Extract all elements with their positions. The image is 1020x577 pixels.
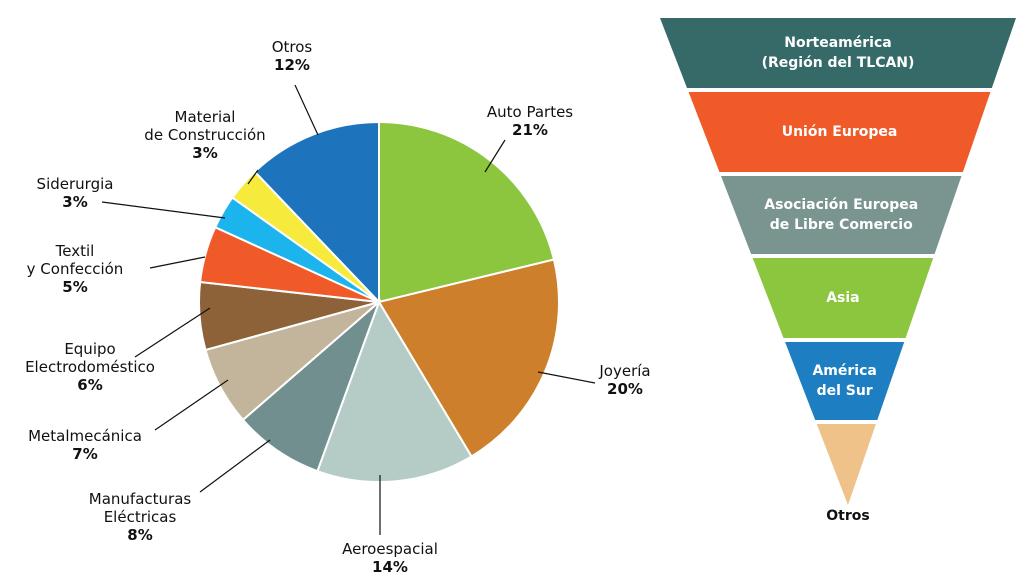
slice-label: Otros 12%	[192, 38, 392, 74]
pie-slice	[378, 120, 556, 304]
leader-line	[154, 379, 229, 431]
slice-label: Joyería 20%	[525, 362, 725, 398]
value-label: 14%	[372, 558, 408, 576]
funnel-stage	[785, 342, 905, 420]
category-label: Siderurgia	[36, 175, 114, 193]
leader-line	[199, 439, 271, 493]
leader-line	[537, 371, 596, 384]
funnel-stage	[660, 18, 1016, 88]
pie-slice	[241, 298, 382, 473]
leader-line	[101, 201, 226, 219]
leader-line	[247, 169, 259, 185]
value-label: 21%	[512, 121, 548, 139]
funnel-stage	[688, 92, 991, 172]
pie-slice	[377, 258, 560, 458]
value-label: 6%	[77, 376, 103, 394]
value-label: 3%	[192, 144, 218, 162]
category-label: Textil y Confección	[26, 242, 124, 278]
category-label: Manufacturas Eléctricas	[88, 490, 192, 526]
slice-label: Equipo Electrodoméstico 6%	[0, 340, 190, 394]
leader-line	[294, 84, 319, 136]
leader-line	[149, 256, 206, 269]
funnel-label: Asia	[826, 290, 860, 306]
leader-line	[134, 307, 211, 358]
value-label: 12%	[274, 56, 310, 74]
category-label: Otros	[271, 38, 313, 56]
slice-label: Material de Construcción 3%	[105, 108, 305, 162]
funnel-label: Asociación Europea de Libre Comercio	[764, 197, 919, 233]
value-label: 20%	[607, 380, 643, 398]
pie-slice	[316, 299, 473, 483]
slice-label: Textil y Confección 5%	[0, 242, 175, 296]
slice-label: Manufacturas Eléctricas 8%	[40, 490, 240, 544]
category-label: Joyería	[599, 362, 651, 380]
value-label: 3%	[62, 193, 88, 211]
category-label: Auto Partes	[486, 103, 574, 121]
category-label: Equipo Electrodoméstico	[25, 340, 155, 376]
category-label: Material de Construcción	[144, 108, 266, 144]
funnel-stage	[816, 424, 876, 505]
pie-slice	[253, 120, 380, 305]
category-label: Aeroespacial	[342, 540, 438, 558]
slice-label: Siderurgia 3%	[0, 175, 175, 211]
value-label: 5%	[62, 278, 88, 296]
funnel-label: América del Sur	[812, 363, 877, 399]
slice-label: Metalmecánica 7%	[0, 427, 185, 463]
funnel-stage	[752, 258, 934, 338]
funnel-label: Otros	[826, 508, 870, 524]
value-label: 8%	[127, 526, 153, 544]
leader-line	[484, 139, 506, 173]
value-label: 7%	[72, 445, 98, 463]
funnel-label: Unión Europea	[781, 124, 898, 140]
funnel-stage	[720, 176, 962, 254]
category-label: Metalmecánica	[28, 427, 142, 445]
funnel-label: Norteamérica (Región del TLCAN)	[761, 35, 915, 71]
slice-label: Aeroespacial 14%	[290, 540, 490, 576]
slice-label: Auto Partes 21%	[430, 103, 630, 139]
